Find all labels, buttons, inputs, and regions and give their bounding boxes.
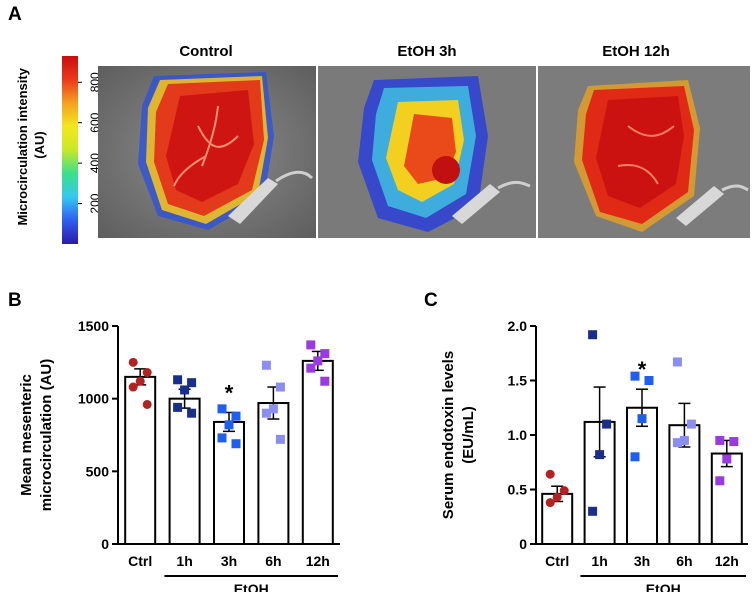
colorbar-label-line2: (AU) [32,131,47,158]
chart-mean-mesenteric-microcirculation: Mean mesenteric microcirculation (AU) 0 500… [18,318,340,592]
data-point [722,454,732,464]
data-point [595,450,605,460]
panel-letter-c: C [424,290,438,311]
panel-letter-a: A [8,4,22,25]
significance-marker: * [638,357,647,382]
data-point [142,368,152,378]
y-tick-label: 0.5 [508,482,528,498]
data-point [320,349,330,359]
colorbar-label: Microcirculation intensity (AU) [15,64,47,225]
data-point [588,330,598,340]
data-point [135,376,145,386]
data-point [630,371,640,381]
y-tick-label: 2.0 [508,318,528,334]
x-tick-label: Ctrl [128,553,152,569]
panel-letter-b: B [8,290,22,311]
significance-marker: * [225,380,234,405]
colorbar-label-line1: Microcirculation intensity [15,67,30,225]
data-point [217,433,227,443]
data-point [261,360,271,370]
y-axis-label: Mean mesenteric microcirculation (AU) [18,359,55,512]
bar [301,359,334,545]
x-tick-label: 12h [715,553,739,569]
y-tick-label: 1000 [78,391,109,407]
perfusion-image-control [98,66,316,238]
data-point [588,506,598,516]
data-point [545,469,555,479]
y-axis-label-line2: microcirculation (AU) [38,359,55,512]
data-point [275,434,285,444]
data-point [268,404,278,414]
data-point [275,382,285,392]
bar [710,452,743,545]
data-point [715,435,725,445]
data-point [729,437,739,447]
image-title-etoh-3h: EtOH 3h [397,43,457,60]
data-point [679,435,689,445]
x-tick-label: 6h [265,553,281,569]
data-point [644,376,654,385]
perfusion-image-etoh-3h [318,66,536,238]
y-tick-label: 1.0 [508,427,528,443]
y-tick-label: 1500 [78,318,109,334]
bar [168,397,201,545]
data-point [637,414,647,424]
x-tick-label: 3h [634,553,650,569]
data-point [261,408,271,418]
y-axis-label: Serum endotoxin levels (EU/mL) [440,351,477,519]
data-point [187,408,197,418]
perfusion-image-etoh-12h [538,66,750,238]
data-point [630,452,640,462]
y-axis-label-line1: Serum endotoxin levels [440,351,457,519]
data-point [173,402,183,412]
data-point [672,357,682,367]
y-tick-label: 500 [86,463,110,479]
group-label: EtOH [234,581,269,592]
data-point [306,363,316,373]
data-point [545,498,555,508]
image-title-control: Control [179,43,233,60]
data-point [313,356,323,366]
chart-serum-endotoxin-levels: Serum endotoxin levels (EU/mL) 0 0.5 1.0 1.5 2… [440,318,748,592]
data-point [142,399,152,409]
data-point [672,438,682,448]
colorbar: Microcirculation intensity (AU) 80060040… [15,56,102,244]
y-tick-label: 0 [101,536,109,552]
y-axis-label-line2: (EU/mL) [460,406,477,464]
x-tick-label: 1h [591,553,607,569]
data-point [602,419,612,429]
data-point [217,404,227,414]
data-point [224,420,234,430]
data-point [320,376,330,386]
data-point [180,385,190,395]
data-point [231,439,241,449]
data-point [552,492,562,502]
data-point [559,486,569,496]
bar [626,406,658,545]
y-tick-label: 0 [519,536,527,552]
x-tick-label: Ctrl [545,553,569,569]
data-point [187,378,197,388]
data-point [128,357,138,367]
x-tick-label: 3h [221,553,237,569]
x-tick-label: 1h [176,553,192,569]
x-tick-label: 6h [676,553,692,569]
group-label: EtOH [646,581,681,592]
data-point [128,382,138,392]
image-title-etoh-12h: EtOH 12h [602,43,670,60]
y-tick-label: 1.5 [508,373,528,389]
data-point [173,375,183,385]
x-tick-label: 12h [306,553,330,569]
data-point [306,340,316,350]
bar [257,402,290,545]
data-point [686,419,696,429]
data-point [231,411,241,421]
colorbar-gradient [62,56,78,244]
data-point [715,476,725,486]
y-axis-label-line1: Mean mesenteric [18,374,35,496]
